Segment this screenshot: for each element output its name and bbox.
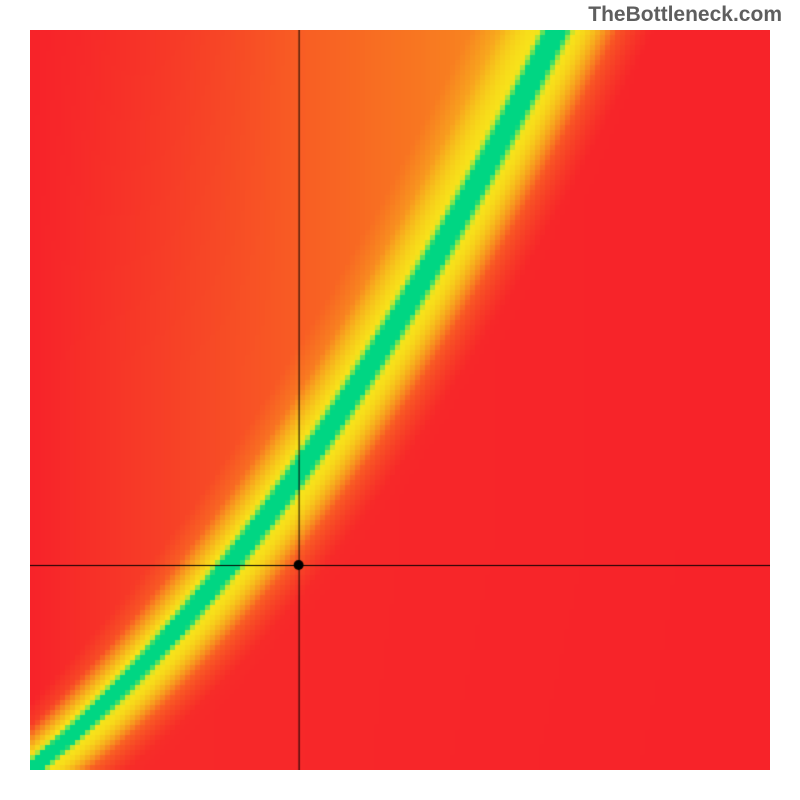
heatmap-canvas [30,30,770,770]
plot-frame [30,30,770,770]
chart-container: TheBottleneck.com [0,0,800,800]
watermark-text: TheBottleneck.com [588,3,782,27]
